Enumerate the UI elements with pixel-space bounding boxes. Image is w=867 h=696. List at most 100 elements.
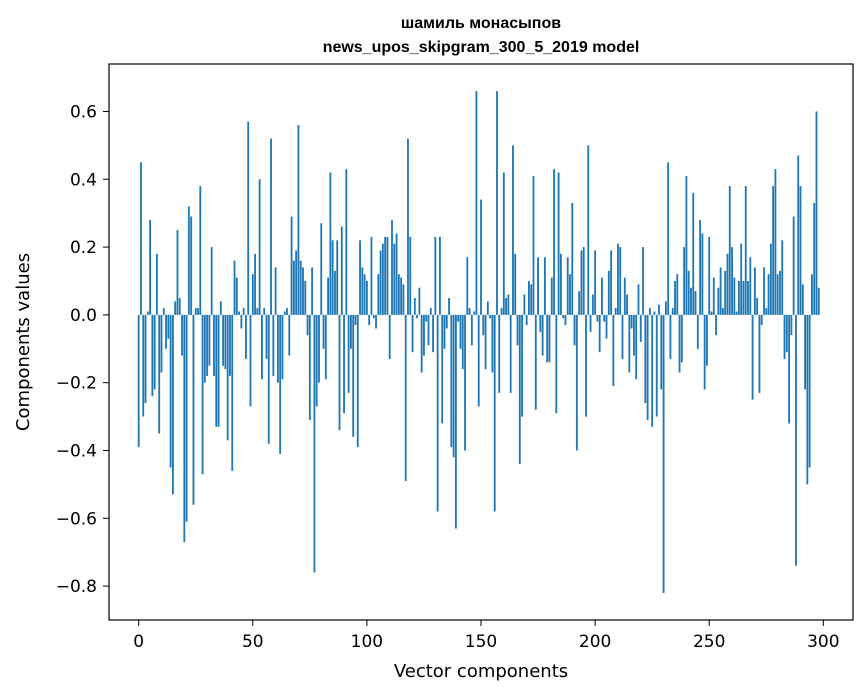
- bar: [548, 314, 551, 363]
- bar: [735, 311, 738, 315]
- bar: [521, 314, 523, 417]
- bar: [263, 308, 266, 315]
- bar: [238, 311, 240, 315]
- bar: [710, 311, 713, 315]
- bar: [407, 138, 409, 315]
- bar: [226, 314, 229, 441]
- bar: [813, 203, 816, 315]
- bar: [537, 257, 539, 315]
- bar: [299, 260, 302, 315]
- bar: [571, 203, 574, 315]
- bar: [311, 267, 314, 315]
- bar: [418, 287, 421, 315]
- bar: [203, 314, 206, 383]
- bar: [322, 314, 325, 349]
- bar: [245, 314, 247, 359]
- bar: [731, 247, 733, 315]
- bar: [601, 277, 603, 315]
- bar: [217, 314, 220, 427]
- bar: [153, 314, 156, 390]
- bar: [420, 314, 423, 373]
- bar: [215, 314, 218, 427]
- bar: [671, 308, 674, 315]
- bar: [181, 314, 183, 356]
- bar: [445, 314, 448, 329]
- bar: [562, 314, 565, 319]
- y-tick-label: 0.2: [70, 238, 97, 258]
- bar: [359, 240, 361, 315]
- bar: [270, 138, 272, 315]
- bar: [448, 297, 450, 315]
- bar: [169, 314, 172, 468]
- bar: [336, 240, 339, 315]
- bar: [525, 314, 528, 326]
- bar: [425, 314, 428, 322]
- bar: [664, 301, 667, 315]
- bar: [242, 308, 245, 315]
- bar: [206, 314, 209, 376]
- bar: [637, 284, 640, 315]
- bar: [240, 314, 243, 329]
- bar: [680, 314, 683, 363]
- bar: [391, 219, 393, 315]
- bar: [165, 314, 167, 349]
- bar: [724, 270, 727, 315]
- bar: [434, 236, 437, 315]
- bar: [799, 186, 802, 315]
- x-tick-label: 150: [465, 632, 497, 652]
- bar: [151, 314, 154, 397]
- bar: [566, 257, 569, 315]
- bar: [701, 233, 704, 315]
- bar: [783, 314, 786, 359]
- bar: [156, 253, 158, 315]
- bar: [477, 314, 480, 407]
- bar: [596, 314, 599, 322]
- bar: [683, 247, 686, 315]
- bar: [427, 314, 430, 346]
- bar: [726, 253, 729, 315]
- bar: [564, 314, 567, 326]
- bar: [480, 199, 482, 315]
- chart-title: шамиль монасыпов: [401, 15, 561, 32]
- bar: [756, 297, 759, 315]
- bar: [507, 294, 510, 315]
- bar: [808, 314, 811, 468]
- bar: [815, 111, 818, 315]
- bar: [137, 314, 140, 448]
- bar: [306, 314, 309, 336]
- bar: [811, 274, 813, 315]
- bar: [331, 240, 334, 315]
- bar: [685, 175, 688, 315]
- bar: [261, 314, 263, 380]
- bar: [557, 172, 560, 315]
- bar: [409, 236, 412, 315]
- bar: [375, 314, 377, 329]
- y-tick-label: 0.4: [70, 170, 97, 190]
- bar: [308, 314, 311, 420]
- bar: [509, 314, 512, 393]
- bar: [539, 314, 542, 332]
- bar: [553, 169, 555, 315]
- bar: [635, 314, 638, 380]
- bar: [149, 219, 151, 315]
- bar: [546, 314, 549, 363]
- bar: [667, 162, 670, 315]
- bar: [703, 314, 706, 390]
- bar: [543, 257, 546, 315]
- bar: [199, 186, 202, 315]
- bar: [751, 314, 754, 400]
- bar: [575, 314, 578, 451]
- bar: [505, 297, 508, 315]
- bar: [470, 314, 473, 346]
- bar: [350, 314, 352, 349]
- bar: [733, 277, 736, 315]
- bar: [213, 314, 215, 376]
- bar: [162, 308, 165, 315]
- bar: [628, 314, 631, 373]
- bar: [315, 314, 318, 407]
- bar: [612, 314, 615, 387]
- x-axis-ticks: 0 50 100 150 200 250 300: [133, 620, 840, 652]
- bar: [687, 270, 690, 315]
- bar: [388, 314, 391, 359]
- bar: [514, 253, 517, 315]
